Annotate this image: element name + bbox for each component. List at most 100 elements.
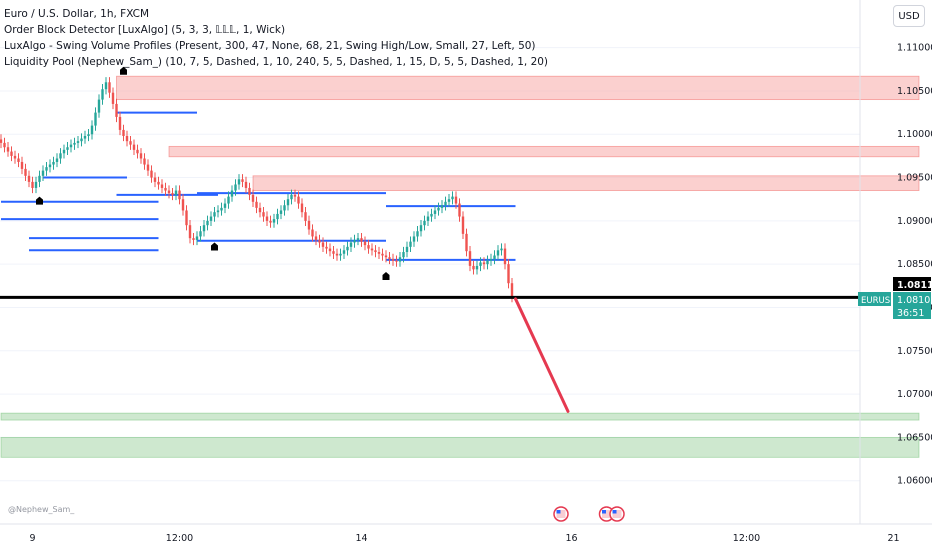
time-tick-label: 9 <box>29 533 35 544</box>
flag-stripes <box>556 510 566 518</box>
candle-body <box>34 181 38 188</box>
candle-body <box>356 238 360 240</box>
candle-body <box>178 190 181 200</box>
candle-body <box>20 161 24 169</box>
price-tick-label: 1.08500 <box>897 259 932 270</box>
flag-stripes <box>612 510 622 518</box>
candle-body <box>489 258 493 261</box>
candle-body <box>293 194 297 197</box>
price-tags: 1.08117 EURUSD 1.08102 36:51 <box>858 277 932 319</box>
candle-body <box>479 262 482 266</box>
candle-body <box>143 158 146 165</box>
swing-marker-icon <box>382 271 390 280</box>
candle-body <box>447 199 451 202</box>
price-tick-label: 1.06000 <box>897 476 932 487</box>
candle-body <box>335 253 339 256</box>
candle-body <box>412 236 416 242</box>
candle-body <box>6 147 10 152</box>
candle-body <box>475 265 479 270</box>
candle-body <box>444 201 447 206</box>
candle-body <box>423 220 426 226</box>
candle-body <box>223 203 227 208</box>
candle-body <box>83 135 87 139</box>
candle-body <box>115 103 118 117</box>
candle-body <box>69 144 73 148</box>
candle-body <box>90 125 94 135</box>
candle-body <box>52 161 55 165</box>
candle-body <box>157 181 160 185</box>
candle-body <box>482 262 486 265</box>
candle-body <box>426 216 430 221</box>
candle-body <box>192 238 195 240</box>
forecast-line <box>514 297 570 413</box>
currency-button[interactable]: USD <box>893 5 925 27</box>
time-tick-label: 16 <box>565 533 577 544</box>
candle-body <box>202 225 206 232</box>
candle-body <box>195 236 199 240</box>
candle-body <box>353 239 356 243</box>
order-block-zones <box>0 75 920 458</box>
swing-marker-icon <box>120 66 127 75</box>
flag-canton <box>612 510 617 514</box>
candle-body <box>384 255 388 258</box>
swing-markers <box>36 66 390 280</box>
candle-body <box>55 158 59 162</box>
candle-body <box>269 220 272 223</box>
author-watermark: @Nephew_Sam_ <box>8 505 75 514</box>
price-tick-label: 1.09000 <box>897 216 932 227</box>
candle-body <box>125 135 129 142</box>
candle-body <box>304 212 307 221</box>
candle-body <box>451 196 454 200</box>
candle-body <box>454 196 458 204</box>
candle-body <box>409 241 412 247</box>
candle-body <box>458 203 461 217</box>
candle-body <box>241 179 244 182</box>
candle-body <box>276 213 279 220</box>
candle-body <box>209 216 213 221</box>
candle-body <box>150 170 153 178</box>
candle-body <box>206 220 209 226</box>
candle-body <box>136 149 139 154</box>
supply-zone <box>168 145 920 158</box>
indicator-liquidity-pool[interactable]: Liquidity Pool (Nephew_Sam_) (10, 7, 5, … <box>4 56 549 68</box>
candle-body <box>153 177 157 182</box>
candle-body <box>332 251 335 254</box>
candle-body <box>328 248 332 252</box>
candle-body <box>62 149 66 154</box>
candle-body <box>87 134 90 136</box>
symbol-title[interactable]: Euro / U.S. Dollar, 1h, FXCM <box>4 8 150 20</box>
candle-body <box>496 250 500 256</box>
candle-body <box>430 213 433 217</box>
candle-body <box>342 250 346 254</box>
candle-body <box>507 264 510 284</box>
time-tick-label: 14 <box>355 533 367 544</box>
candle-body <box>80 138 83 142</box>
candle-body <box>199 231 202 237</box>
candle-body <box>146 164 150 171</box>
candle-body <box>493 255 496 259</box>
price-tick-label: 1.07500 <box>897 346 932 357</box>
candle-body <box>402 252 405 258</box>
candle-body <box>433 210 437 214</box>
candle-body <box>437 207 440 211</box>
candle-body <box>213 212 216 217</box>
candle-body <box>31 181 34 188</box>
indicator-swing-volume[interactable]: LuxAlgo - Swing Volume Profiles (Present… <box>4 40 536 52</box>
candle-body <box>416 231 419 237</box>
price-tick-label: 1.10000 <box>897 129 932 140</box>
indicator-order-block[interactable]: Order Block Detector [LuxAlgo] (5, 3, 3,… <box>4 24 286 36</box>
candle-body <box>101 89 104 100</box>
candle-body <box>255 201 258 208</box>
candle-body <box>227 196 230 204</box>
candle-body <box>76 141 80 143</box>
candle-body <box>160 184 164 188</box>
candle-body <box>10 151 13 156</box>
time-tick-label: 12:00 <box>733 533 760 544</box>
candle-body <box>472 265 475 270</box>
candle-body <box>283 205 286 211</box>
candle-body <box>185 210 188 226</box>
price-tick-label: 1.09500 <box>897 173 932 184</box>
candle-body <box>244 181 248 188</box>
